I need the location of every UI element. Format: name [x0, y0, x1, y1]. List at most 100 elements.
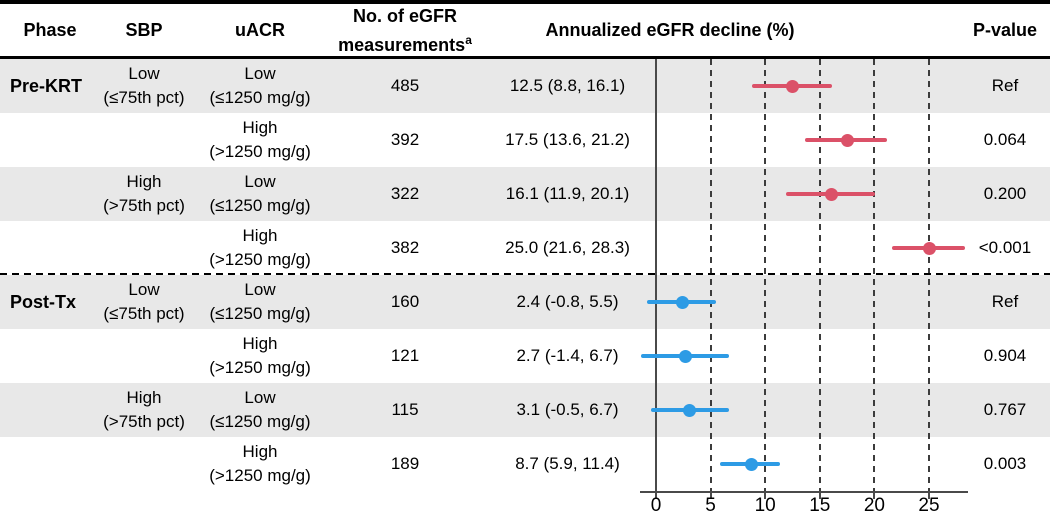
p-value: 0.904: [983, 346, 1027, 365]
x-tick: [818, 491, 821, 499]
x-tick-label: 10: [754, 495, 776, 516]
forest-plot-cell: [640, 113, 970, 167]
col-header-sbp: SBP: [125, 20, 163, 40]
table-row: Post-Tx Low (≤75th pct) Low (≤1250 mg/g)…: [0, 275, 1050, 329]
col-header-uacr: uACR: [235, 20, 285, 40]
sbp-threshold: (≤75th pct): [103, 304, 185, 323]
x-axis-line: [640, 491, 968, 493]
p-value: 0.003: [983, 454, 1027, 473]
estimate-text: 17.5 (13.6, 21.2): [505, 130, 630, 149]
estimate-text: 8.7 (5.9, 11.4): [515, 454, 620, 473]
p-value: 0.767: [983, 400, 1027, 419]
footnote-marker: a: [465, 32, 472, 47]
uacr-level: High: [242, 334, 278, 353]
sbp-cell: [92, 329, 196, 383]
point-estimate-marker: [786, 79, 799, 93]
uacr-cell: Low (≤1250 mg/g): [198, 59, 322, 113]
x-tick-label: 20: [863, 495, 885, 516]
sbp-cell: [92, 437, 196, 491]
table-row: High (>1250 mg/g) 382 25.0 (21.6, 28.3) …: [0, 221, 1050, 275]
uacr-threshold: (>1250 mg/g): [209, 358, 311, 377]
estimate-text: 25.0 (21.6, 28.3): [505, 238, 630, 257]
col-header-egfr-decline: Annualized eGFR decline (%): [545, 20, 795, 40]
uacr-level: Low: [244, 172, 276, 191]
p-value: Ref: [991, 76, 1019, 95]
phase-label: [10, 437, 98, 491]
uacr-threshold: (≤1250 mg/g): [209, 412, 311, 431]
forest-plot-cell: [640, 59, 970, 113]
n-measurements-value: 382: [390, 238, 420, 257]
sbp-cell: [92, 221, 196, 275]
p-value: 0.200: [983, 184, 1027, 203]
uacr-level: Low: [244, 64, 276, 83]
sbp-cell: Low (≤75th pct): [92, 59, 196, 113]
uacr-cell: Low (≤1250 mg/g): [198, 275, 322, 329]
x-tick: [928, 491, 930, 499]
uacr-cell: High (>1250 mg/g): [198, 221, 322, 275]
x-tick: [764, 491, 767, 499]
estimate-text: 2.4 (-0.8, 5.5): [516, 292, 619, 311]
sbp-level: High: [126, 172, 162, 191]
point-estimate-marker: [744, 457, 758, 471]
uacr-threshold: (≤1250 mg/g): [209, 88, 311, 107]
uacr-cell: Low (≤1250 mg/g): [198, 167, 322, 221]
forest-plot-cell: [640, 329, 970, 383]
uacr-cell: High (>1250 mg/g): [198, 329, 322, 383]
n-measurements-value: 160: [390, 292, 420, 311]
col-header-n-line1: No. of eGFR: [353, 5, 457, 26]
col-header-phase: Phase: [23, 20, 77, 40]
sbp-level: Low: [128, 280, 160, 299]
uacr-level: High: [242, 118, 278, 137]
forest-plot-cell: [640, 275, 970, 329]
sbp-level: Low: [128, 64, 160, 83]
table-row: High (>1250 mg/g) 189 8.7 (5.9, 11.4) 0.…: [0, 437, 1050, 491]
p-value: 0.064: [983, 130, 1027, 149]
uacr-cell: Low (≤1250 mg/g): [198, 383, 322, 437]
table-row: Pre-KRT Low (≤75th pct) Low (≤1250 mg/g)…: [0, 59, 1050, 113]
x-tick-label: 5: [705, 495, 716, 516]
table-row: High (>75th pct) Low (≤1250 mg/g) 322 16…: [0, 167, 1050, 221]
n-measurements-value: 115: [391, 400, 419, 419]
uacr-cell: High (>1250 mg/g): [198, 437, 322, 491]
phase-label: [10, 167, 98, 221]
estimate-text: 16.1 (11.9, 20.1): [505, 184, 630, 203]
uacr-level: High: [242, 226, 278, 245]
sbp-cell: Low (≤75th pct): [92, 275, 196, 329]
point-estimate-marker: [675, 295, 689, 309]
phase-separator-dashed-line: [0, 273, 1050, 275]
sbp-threshold: (>75th pct): [103, 412, 185, 431]
uacr-level: High: [242, 442, 278, 461]
sbp-cell: High (>75th pct): [92, 167, 196, 221]
phase-label: [10, 221, 98, 275]
n-measurements-value: 322: [390, 184, 420, 203]
col-header-pvalue: P-value: [972, 20, 1038, 40]
x-tick-label: 15: [809, 495, 831, 516]
x-tick: [873, 491, 876, 499]
x-tick: [709, 491, 712, 499]
point-estimate-marker: [922, 241, 936, 255]
sbp-cell: [92, 113, 196, 167]
point-estimate-marker: [683, 403, 697, 417]
point-estimate-marker: [678, 349, 692, 363]
phase-label: [10, 383, 98, 437]
sbp-cell: High (>75th pct): [92, 383, 196, 437]
uacr-threshold: (≤1250 mg/g): [209, 304, 311, 323]
figure-top-border: [0, 0, 1050, 4]
x-tick-label: 25: [918, 495, 940, 516]
phase-label: Post-Tx: [10, 292, 77, 312]
sbp-level: High: [126, 388, 162, 407]
point-estimate-marker: [840, 133, 854, 147]
uacr-level: Low: [244, 280, 276, 299]
table-row: High (>1250 mg/g) 392 17.5 (13.6, 21.2) …: [0, 113, 1050, 167]
uacr-threshold: (>1250 mg/g): [209, 466, 311, 485]
table-row: High (>1250 mg/g) 121 2.7 (-1.4, 6.7) 0.…: [0, 329, 1050, 383]
estimate-text: 2.7 (-1.4, 6.7): [516, 346, 619, 365]
n-measurements-value: 189: [390, 454, 420, 473]
x-tick-label: 0: [650, 495, 662, 516]
uacr-cell: High (>1250 mg/g): [198, 113, 322, 167]
uacr-threshold: (>1250 mg/g): [209, 142, 311, 161]
col-header-n-measurements: No. of eGFR measurementsa: [330, 4, 480, 56]
uacr-level: Low: [244, 388, 276, 407]
uacr-threshold: (≤1250 mg/g): [209, 196, 311, 215]
